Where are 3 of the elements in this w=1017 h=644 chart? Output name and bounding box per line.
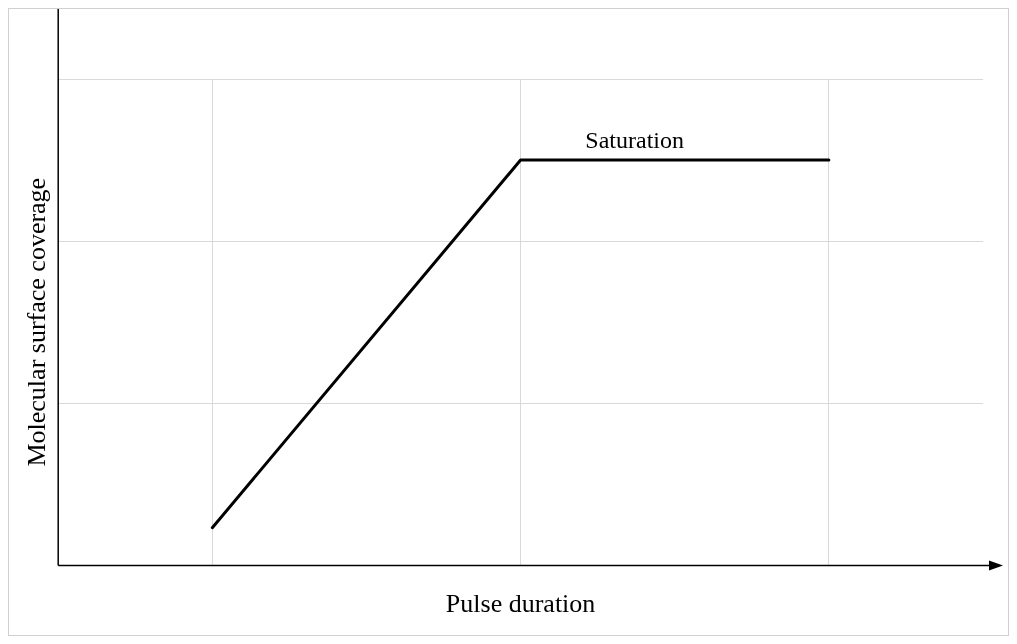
y-axis-title: Molecular surface coverage — [22, 177, 52, 467]
text: Saturation — [585, 127, 684, 154]
x-axis-title: Pulse duration — [445, 589, 596, 619]
